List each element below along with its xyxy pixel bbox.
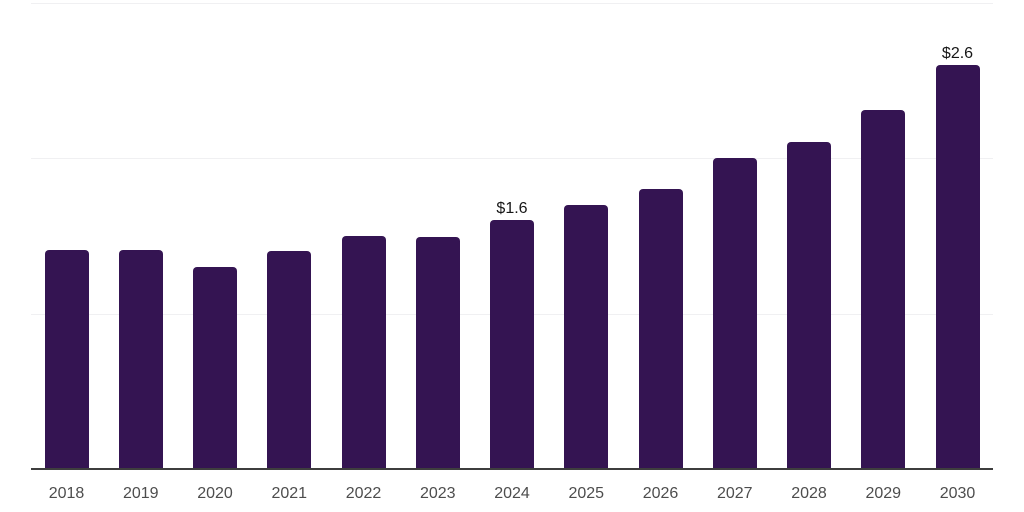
x-tick-2022: 2022	[345, 485, 382, 502]
x-tick-2018: 2018	[48, 485, 85, 502]
bar-2030	[935, 64, 980, 469]
bar-2018	[44, 249, 89, 469]
bar-2029	[861, 109, 906, 469]
x-tick-2025: 2025	[568, 485, 605, 502]
x-tick-2027: 2027	[716, 485, 753, 502]
x-tick-2030: 2030	[939, 485, 976, 502]
bar-2025	[564, 204, 609, 469]
x-tick-2024: 2024	[494, 485, 530, 502]
x-tick-2019: 2019	[122, 485, 159, 502]
bar-2020	[193, 266, 237, 470]
bar-2028	[787, 142, 831, 469]
gridline-3	[31, 3, 993, 4]
value-label-2024: $1.6	[496, 200, 528, 217]
bar-2023	[415, 237, 460, 469]
bar-2026	[638, 189, 683, 469]
x-tick-2028: 2028	[791, 485, 827, 502]
x-tick-2020: 2020	[197, 485, 233, 502]
gridline-2	[31, 158, 993, 159]
bar-2022	[341, 235, 386, 470]
x-axis-line	[31, 468, 993, 470]
bar-2024	[490, 220, 534, 469]
value-label-2030: $2.6	[941, 45, 974, 62]
x-tick-2026: 2026	[642, 485, 679, 502]
x-tick-2029: 2029	[865, 485, 902, 502]
bar-2021	[267, 251, 312, 469]
bar-2019	[118, 249, 163, 469]
x-tick-2021: 2021	[271, 485, 308, 502]
x-tick-2023: 2023	[419, 485, 456, 502]
bar-2027	[712, 158, 757, 469]
